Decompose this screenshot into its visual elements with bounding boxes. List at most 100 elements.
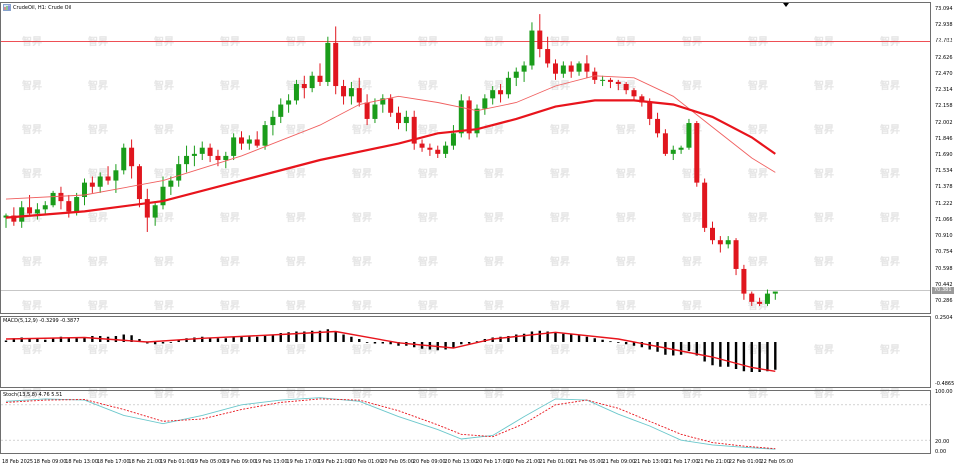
macd-histogram-bar [381, 342, 384, 344]
watermark-text: 智昇 [880, 343, 900, 356]
stochastic-main-line [5, 397, 776, 450]
time-axis-label: 20 Feb 09:00 [412, 459, 446, 465]
macd-histogram-bar [350, 336, 353, 342]
watermark-text: 智昇 [220, 167, 240, 180]
watermark-text: 智昇 [484, 167, 504, 180]
watermark-text: 智昇 [484, 211, 504, 224]
macd-histogram-bar [279, 333, 282, 342]
macd-axis-top: 0.2504 [935, 315, 953, 321]
candle-body [623, 83, 629, 91]
candle-body [450, 133, 456, 146]
watermark-text: 智昇 [550, 211, 570, 224]
macd-pane[interactable] [0, 316, 931, 388]
watermark-text: 智昇 [352, 255, 372, 268]
watermark-text: 智昇 [814, 167, 834, 180]
candle-body [584, 63, 590, 72]
candle-body [568, 65, 574, 72]
watermark-text: 智昇 [814, 343, 834, 356]
watermark-text: 智昇 [418, 79, 438, 92]
price-axis-label: 71.534 [935, 168, 953, 175]
macd-histogram-bar [326, 329, 330, 342]
watermark-text: 智昇 [616, 167, 636, 180]
time-axis-label: 20 Feb 01:00 [349, 459, 383, 465]
macd-histogram-bar [530, 331, 534, 342]
macd-histogram-bar [515, 334, 518, 342]
macd-histogram-bar [742, 342, 746, 372]
candle-body [710, 227, 715, 241]
candle-body [505, 77, 511, 95]
macd-histogram-bar [507, 336, 510, 342]
shift-marker-icon [783, 3, 789, 7]
candle-body [545, 49, 551, 64]
price-axis-label: 70.754 [935, 249, 953, 256]
ask-price-tag: 72.794 [934, 38, 952, 44]
macd-histogram-bar [609, 341, 612, 343]
macd-histogram-bar [593, 338, 596, 342]
macd-histogram-bar [577, 335, 581, 342]
candle-body [513, 71, 519, 78]
watermark-text: 智昇 [286, 167, 306, 180]
macd-histogram-bar [365, 342, 369, 343]
candle-body [702, 182, 708, 228]
candle-body [490, 90, 496, 99]
watermark-text: 智昇 [352, 123, 372, 136]
watermark-text: 智昇 [682, 299, 702, 312]
watermark-text: 智昇 [616, 211, 636, 224]
candle-body [129, 147, 135, 167]
candle-body [717, 240, 723, 245]
macd-histogram-bar [36, 339, 39, 342]
price-axis-label: 72.314 [935, 87, 953, 94]
watermark-text: 智昇 [352, 211, 372, 224]
watermark-text: 智昇 [88, 255, 108, 268]
time-axis-label: 18 Feb 13:00 [65, 459, 98, 465]
time-axis-label: 19 Feb 05:00 [191, 459, 225, 465]
price-axis-label: 70.286 [935, 298, 953, 304]
bid-price-tag: 70.381 [932, 287, 954, 294]
candle-body [19, 207, 25, 222]
candle-body [694, 123, 700, 183]
candle-body [364, 102, 370, 119]
macd-histogram-bar [67, 337, 70, 342]
macd-histogram-bar [318, 330, 322, 342]
time-axis-label: 19 Feb 17:00 [286, 459, 320, 465]
time-axis-label: 21 Feb 21:00 [697, 459, 730, 465]
candle-body [168, 180, 174, 187]
time-axis-label: 20 Feb 17:00 [476, 459, 509, 465]
macd-histogram-bar [624, 342, 628, 345]
price-pane[interactable] [0, 2, 931, 314]
fast-moving-average-line [5, 75, 776, 200]
macd-signal-line [5, 330, 776, 372]
candle-body [403, 116, 409, 124]
macd-histogram-bar [91, 336, 94, 342]
candle-body [576, 63, 582, 72]
watermark-text: 智昇 [616, 255, 636, 268]
macd-histogram-bar [467, 342, 471, 344]
watermark-text: 智昇 [154, 79, 174, 92]
stochastic-pane[interactable] [0, 390, 931, 454]
candle-body [764, 293, 770, 304]
macd-histogram-bar [201, 336, 204, 342]
price-axis-label: 70.442 [935, 281, 953, 288]
watermark-text: 智昇 [880, 167, 900, 180]
macd-histogram-bar [287, 332, 290, 342]
candle-body [466, 100, 472, 134]
macd-histogram-bar [303, 331, 306, 342]
candle-body [662, 133, 668, 154]
macd-histogram-bar [758, 342, 761, 372]
price-axis-label: 72.470 [935, 70, 953, 77]
candle-body [521, 65, 527, 72]
macd-histogram-bar [122, 334, 125, 342]
watermark-text: 智昇 [22, 299, 42, 312]
candle-body [301, 83, 307, 89]
macd-histogram-bar [452, 342, 455, 348]
watermark-text: 智昇 [220, 79, 240, 92]
candle-body [560, 65, 566, 74]
watermark-text: 智昇 [88, 211, 108, 224]
watermark-text: 智昇 [286, 299, 306, 312]
watermark-text: 智昇 [220, 211, 240, 224]
price-axis-label: 70.910 [935, 233, 953, 240]
candle-body [529, 30, 535, 66]
watermark-text: 智昇 [88, 123, 108, 136]
